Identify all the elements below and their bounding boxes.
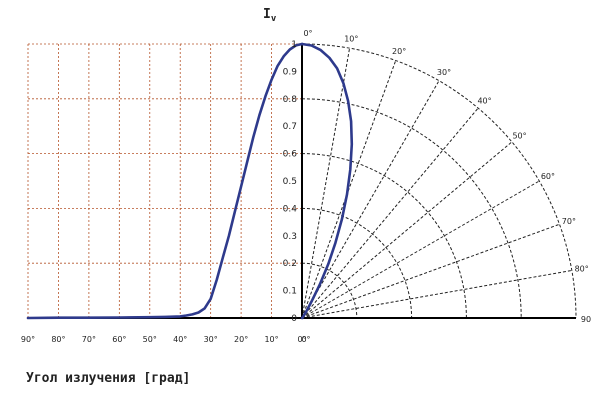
- polar-angle-label: 0°: [303, 29, 312, 38]
- polar-radial: [301, 107, 479, 319]
- y-tick-label: 0: [291, 314, 297, 324]
- polar-arc: [301, 207, 413, 319]
- x-tick-label: 0°: [297, 335, 306, 344]
- y-tick-label: 0.2: [283, 259, 297, 269]
- polar-arc: [301, 153, 467, 319]
- x-tick-label: 60°: [112, 335, 126, 344]
- x-tick-label: 80°: [51, 335, 65, 344]
- axes: [28, 44, 576, 319]
- x-tick-label: 30°: [204, 335, 218, 344]
- polar-angle-label: 40°: [477, 96, 491, 105]
- y-tick-label: 0.8: [283, 95, 298, 105]
- y-tick-label: 1: [291, 40, 297, 50]
- polar-angle-label: 90: [581, 315, 591, 324]
- polar-arc: [301, 43, 577, 319]
- series-line-cartesian: [26, 42, 304, 320]
- x-tick-label: 70°: [82, 335, 96, 344]
- polar-radial: [301, 180, 540, 319]
- x-tick-label: 0°: [301, 335, 310, 344]
- y-tick-label: 0.1: [283, 287, 297, 297]
- x-axis-title: Угол излучения [град]: [26, 371, 191, 386]
- polar-angle-label: 50°: [512, 131, 526, 140]
- y-axis-title: Iv: [263, 7, 277, 24]
- polar-radial: [301, 223, 560, 319]
- y-tick-label: 0.7: [283, 122, 297, 132]
- y-tick-label: 0.4: [283, 204, 298, 214]
- polar-radial: [301, 269, 572, 319]
- polar-arc: [301, 98, 522, 319]
- polar-radial: [301, 80, 440, 319]
- polar-radial: [301, 48, 351, 319]
- polar-angle-label: 30°: [437, 68, 451, 77]
- polar-arc: [301, 262, 358, 319]
- polar-angle-label: 60°: [541, 172, 555, 181]
- x-tick-label: 20°: [234, 335, 248, 344]
- x-tick-label: 40°: [173, 335, 187, 344]
- polar-radial: [301, 141, 513, 319]
- tick-labels: 0 0.1 0.2 0.3 0.4 0.5 0.6 0.7 0.8 0.9 1 90° 80° 70° 60…: [21, 29, 591, 344]
- x-tick-label: 90°: [21, 335, 35, 344]
- cartesian-grid: [27, 43, 303, 318]
- y-tick-label: 0.3: [283, 232, 297, 242]
- y-tick-label: 0.5: [283, 177, 297, 187]
- polar-angle-label: 70°: [562, 217, 576, 226]
- series-layer: [26, 42, 354, 320]
- polar-grid: [301, 43, 577, 319]
- y-tick-label: 0.6: [283, 150, 298, 160]
- polar-angle-label: 20°: [392, 47, 406, 56]
- series-line-polar: [300, 42, 354, 320]
- x-tick-label: 10°: [264, 335, 278, 344]
- polar-angle-label: 10°: [344, 34, 358, 43]
- polar-angle-label: 80°: [575, 265, 589, 274]
- x-tick-label: 50°: [143, 335, 157, 344]
- y-tick-label: 0.9: [283, 67, 298, 77]
